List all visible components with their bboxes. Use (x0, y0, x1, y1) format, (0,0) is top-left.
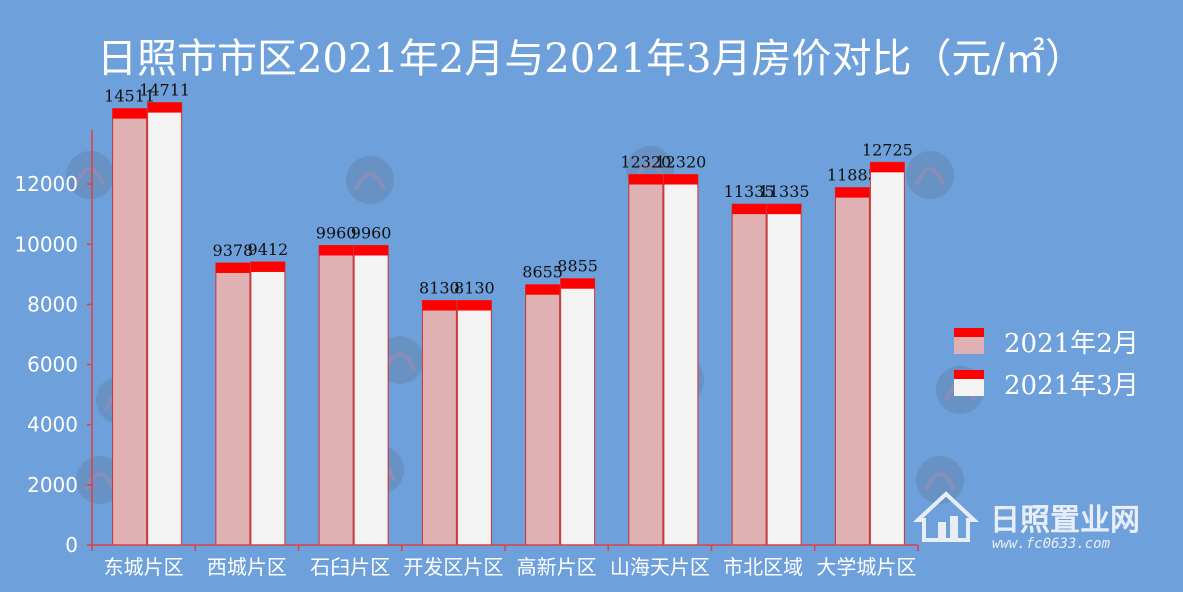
bar-cap (628, 174, 663, 185)
bar: 8130 (454, 279, 495, 546)
y-tick-label: 0 (65, 533, 78, 557)
bar: 11885 (827, 166, 878, 546)
bar-body (112, 108, 148, 546)
brand-url: www.fc0633.com (992, 536, 1111, 552)
brand-name: 日照置业网 (990, 503, 1140, 538)
legend-item: 2021年3月 (954, 370, 1139, 401)
legend-label: 2021年3月 (1004, 371, 1139, 401)
y-tick-label: 2000 (27, 473, 78, 497)
bar-body (353, 244, 389, 546)
x-tick-label: 开发区片区 (403, 555, 503, 579)
bar-body (869, 161, 905, 546)
bar: 12320 (620, 153, 671, 546)
axes-group: 0 2000 4000 6000 8000 10000 12000 (14, 130, 919, 557)
y-tick-label: 10000 (14, 232, 78, 256)
y-tick-label: 6000 (27, 353, 78, 377)
bar-cap (215, 262, 250, 273)
bar-cap (354, 245, 389, 256)
data-label: 9412 (248, 240, 289, 259)
legend-swatch-cap (954, 370, 984, 379)
bar-body (834, 187, 870, 546)
legend: 2021年2月 2021年3月 (954, 328, 1139, 401)
bar-cap (457, 300, 492, 311)
bar: 14711 (139, 81, 190, 546)
bar: 12320 (655, 153, 706, 546)
data-label: 11335 (759, 182, 810, 201)
bar-body (731, 203, 767, 546)
bar-body (525, 284, 561, 546)
data-label: 8130 (454, 279, 495, 298)
watermark-logo-icon (66, 151, 114, 199)
legend-swatch-cap (954, 328, 984, 337)
data-label: 14711 (139, 81, 190, 100)
house-logo-icon (912, 491, 980, 542)
data-label: 9378 (213, 241, 254, 260)
bar: 8855 (557, 257, 598, 546)
bar-body (456, 300, 492, 546)
bar-cap (250, 261, 285, 272)
bar-body (250, 261, 286, 546)
bar-cap (767, 204, 802, 215)
bar: 8655 (522, 263, 563, 546)
bar-body (663, 174, 699, 546)
x-tick-label: 市北区域 (723, 555, 803, 579)
data-label: 14511 (104, 87, 155, 106)
bar-cap (870, 162, 905, 173)
legend-item: 2021年2月 (954, 328, 1139, 359)
bar: 9378 (213, 241, 254, 546)
y-tick-label: 4000 (27, 413, 78, 437)
bar-body (766, 203, 802, 546)
bar-cap (319, 245, 354, 256)
bar: 12725 (862, 140, 913, 546)
data-label: 8855 (557, 257, 598, 276)
chart-title: 日照市市区2021年2月与2021年3月房价对比（元/㎡） (97, 36, 1085, 82)
bar-body (560, 278, 596, 546)
brand-watermark: 日照置业网 www.fc0633.com (912, 491, 1140, 552)
legend-label: 2021年2月 (1004, 329, 1139, 359)
bar-cap (112, 108, 147, 119)
bar: 11335 (724, 182, 775, 546)
bar-body (215, 262, 251, 546)
data-label: 8130 (419, 279, 460, 298)
data-label: 12320 (620, 153, 671, 172)
bar: 9960 (351, 223, 392, 546)
x-tick-label: 大学城片区 (816, 555, 916, 579)
bar-cap (835, 187, 870, 198)
bar: 9412 (248, 240, 289, 546)
data-label: 12320 (655, 153, 706, 172)
x-tick-label: 山海天片区 (610, 555, 710, 579)
bar-cap (147, 102, 182, 113)
data-label: 9960 (351, 223, 392, 242)
data-label: 8655 (522, 263, 563, 282)
x-tick-label: 高新片区 (517, 555, 597, 579)
bar-cap (422, 300, 457, 311)
x-tick-label: 东城片区 (104, 555, 184, 579)
x-tick-label: 西城片区 (207, 555, 287, 579)
bar: 9960 (316, 223, 357, 546)
bar-cap (732, 204, 767, 215)
bar-cap (663, 174, 698, 185)
bar-body (628, 174, 664, 546)
bar-body (318, 244, 354, 546)
data-label: 12725 (862, 140, 913, 159)
bar: 14511 (104, 87, 155, 546)
data-label: 9960 (316, 223, 357, 242)
data-label: 11335 (724, 182, 775, 201)
watermark-logo-icon (906, 151, 954, 199)
y-tick-label: 8000 (27, 292, 78, 316)
bar-cap (525, 284, 560, 295)
bar-body (147, 102, 183, 546)
bar-cap (560, 278, 595, 289)
data-label: 11885 (827, 166, 878, 185)
x-tick-label: 石臼片区 (310, 555, 390, 579)
y-tick-label: 12000 (14, 172, 78, 196)
bar-body (421, 300, 457, 546)
watermark-logo-icon (346, 156, 394, 204)
watermark-logo-icon (916, 456, 964, 504)
bar: 8130 (419, 279, 460, 546)
